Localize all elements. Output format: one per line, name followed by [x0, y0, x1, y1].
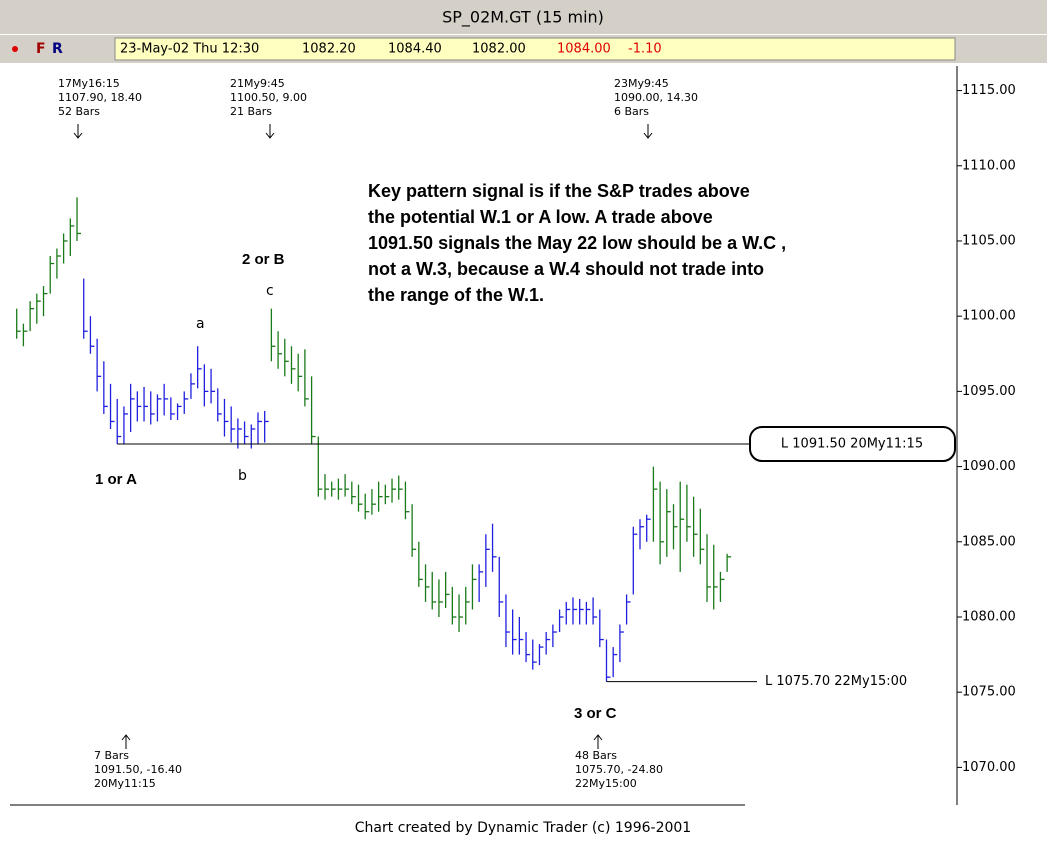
info-high: 1084.40 — [388, 42, 442, 57]
y-tick-label: 1115.00 — [962, 83, 1016, 98]
title-bar — [0, 0, 1047, 34]
key-line: 1091.50 signals the May 22 low should be… — [368, 233, 786, 253]
arrow — [643, 124, 653, 139]
note-line: 1100.50, 9.00 — [230, 91, 307, 104]
info-box — [114, 37, 956, 61]
info-open: 1082.20 — [302, 42, 356, 57]
note-line: 52 Bars — [58, 105, 100, 118]
arrow — [265, 124, 275, 139]
y-tick-label: 1095.00 — [962, 384, 1016, 399]
level-label: L 1091.50 20My11:15 — [781, 437, 923, 452]
arrow — [73, 124, 83, 139]
wave-label: c — [266, 283, 274, 299]
key-line: not a W.3, because a W.4 should not trad… — [368, 259, 764, 279]
note-line: 21My9:45 — [230, 77, 285, 90]
chart-title: SP_02M.GT (15 min) — [442, 8, 604, 28]
info-change: -1.10 — [628, 42, 662, 57]
y-tick-label: 1100.00 — [962, 309, 1016, 324]
top-note: 17My16:15 1107.90, 18.40 52 Bars 21My9:4… — [58, 77, 698, 139]
arrow — [121, 734, 131, 749]
arrow — [593, 734, 603, 749]
note-line: 1107.90, 18.40 — [58, 91, 142, 104]
note-line: 1090.00, 14.30 — [614, 91, 698, 104]
wave-label: 1 or A — [95, 471, 137, 488]
r-button[interactable]: R — [52, 41, 63, 57]
key-line: the potential W.1 or A low. A trade abov… — [368, 207, 713, 227]
info-date: 23-May-02 Thu 12:30 — [120, 42, 259, 57]
note-line: 20My11:15 — [94, 777, 156, 790]
note-line: 7 Bars — [94, 749, 129, 762]
key-text: Key pattern signal is if the S&P trades … — [368, 181, 786, 305]
level-label: L 1075.70 22My15:00 — [765, 674, 907, 689]
f-button[interactable]: F — [36, 41, 46, 57]
footer: Chart created by Dynamic Trader (c) 1996… — [355, 820, 691, 836]
wave-label: 3 or C — [574, 705, 617, 722]
y-tick-label: 1070.00 — [962, 760, 1016, 775]
note-line: 6 Bars — [614, 105, 649, 118]
y-tick-label: 1080.00 — [962, 609, 1016, 624]
info-close: 1084.00 — [557, 42, 611, 57]
key-line: the range of the W.1. — [368, 285, 544, 305]
bottom-note: 7 Bars 1091.50, -16.40 20My11:15 48 Bars… — [94, 734, 663, 790]
info-low: 1082.00 — [472, 42, 526, 57]
y-tick-label: 1075.00 — [962, 685, 1016, 700]
note-line: 48 Bars — [575, 749, 617, 762]
level-box — [749, 426, 956, 463]
wave-label: b — [238, 468, 247, 484]
wave-label: a — [196, 316, 205, 332]
y-tick-label: 1110.00 — [962, 158, 1016, 173]
note-line: 17My16:15 — [58, 77, 120, 90]
y-tick-label: 1105.00 — [962, 233, 1016, 248]
key-line: Key pattern signal is if the S&P trades … — [368, 181, 750, 201]
note-line: 1075.70, -24.80 — [575, 763, 663, 776]
note-line: 21 Bars — [230, 105, 272, 118]
note-line: 22My15:00 — [575, 777, 637, 790]
note-line: 1091.50, -16.40 — [94, 763, 182, 776]
y-tick-label: 1090.00 — [962, 459, 1016, 474]
y-tick-label: 1085.00 — [962, 534, 1016, 549]
status-dot — [12, 46, 18, 52]
wave-label: 2 or B — [242, 251, 285, 268]
note-line: 23My9:45 — [614, 77, 669, 90]
